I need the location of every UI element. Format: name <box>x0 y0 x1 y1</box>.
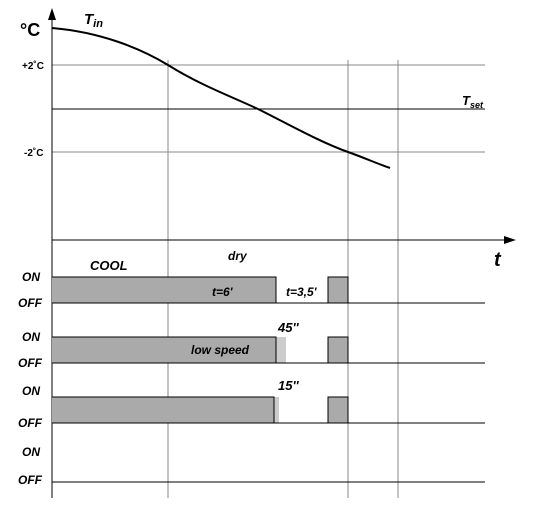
curve-label-main: T <box>84 11 95 28</box>
mode-label: COOL <box>90 258 128 273</box>
on-label: ON <box>22 384 40 398</box>
set-label-main: T <box>462 93 471 108</box>
off-label: OFF <box>18 356 43 370</box>
curve-label: Tin <box>84 11 103 30</box>
note: t=3,5' <box>286 285 318 299</box>
on-label: ON <box>22 330 40 344</box>
set-label-sub: set <box>470 100 484 110</box>
note: low speed <box>191 343 250 357</box>
on-period <box>328 277 348 303</box>
off-label: OFF <box>18 416 43 430</box>
note: 45'' <box>277 320 300 335</box>
off-label: OFF <box>18 296 43 310</box>
on-label: ON <box>22 445 40 459</box>
curve-label-sub: in <box>93 18 103 30</box>
on-label: ON <box>22 270 40 284</box>
y-unit: °C <box>20 20 40 40</box>
signal <box>52 276 349 303</box>
delay-period <box>274 397 279 423</box>
signal <box>52 396 349 423</box>
off-label: OFF <box>18 473 43 487</box>
arrow <box>504 236 516 244</box>
on-period <box>328 337 348 363</box>
on-period <box>52 397 274 423</box>
on-period <box>52 277 276 303</box>
signal <box>52 336 349 363</box>
on-period <box>52 337 276 363</box>
set-label: Tset <box>462 93 484 110</box>
note: 15'' <box>278 378 300 393</box>
note: t=6' <box>212 285 234 299</box>
x-label: t <box>494 249 502 271</box>
temperature-curve <box>51 27 391 169</box>
on-period <box>328 397 348 423</box>
dry-label: dry <box>228 249 248 263</box>
minus-label: -2˚C <box>24 147 43 159</box>
arrow <box>48 8 56 20</box>
plus-label: +2˚C <box>22 60 44 72</box>
delay-period <box>276 337 286 363</box>
